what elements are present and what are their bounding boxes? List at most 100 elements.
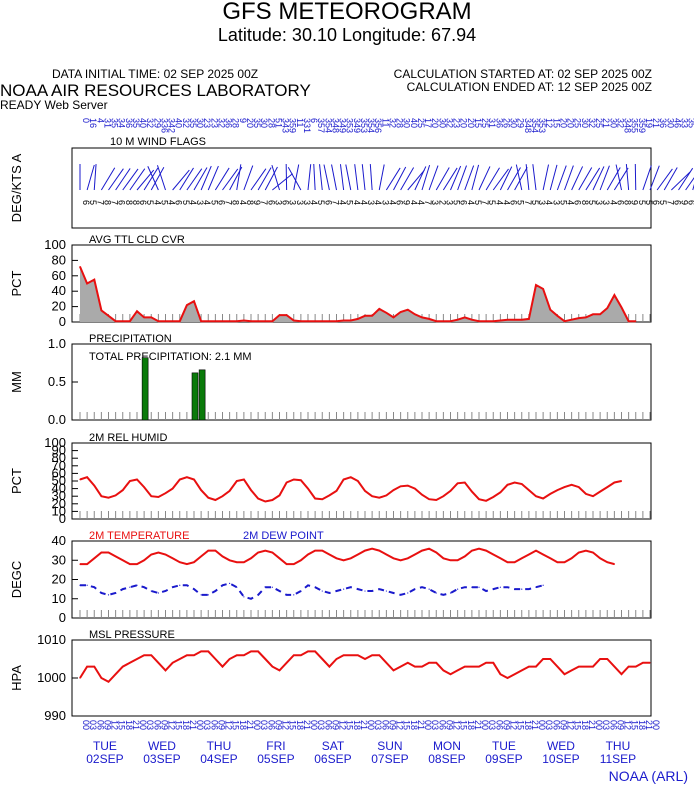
wind-speed-label: 5 [658, 200, 668, 205]
rh-line-point [236, 480, 238, 482]
temperature-line-point [599, 557, 601, 559]
cloud-line-point [250, 320, 252, 322]
rh-line-point [343, 478, 345, 481]
x-hour-label: 00 [651, 720, 661, 730]
dewpoint-line-point [421, 586, 423, 588]
dewpoint-line-point [271, 586, 273, 588]
rh-ytick-label: 60 [52, 465, 66, 480]
wind-barb [556, 165, 567, 191]
temperature-line-point [264, 550, 266, 552]
dewpoint-line-point [521, 588, 523, 590]
pressure-line-point [556, 666, 558, 668]
x-hour-label: 03 [373, 720, 383, 730]
wind-direction-label: 32 [587, 118, 597, 128]
pressure-line-point [271, 666, 273, 668]
wind-speed-label: 7 [330, 200, 340, 205]
rh-line-point [271, 499, 273, 501]
dewpoint-line-point [435, 592, 437, 594]
rh-line-point [250, 489, 252, 491]
temperature-line-point [485, 550, 487, 552]
dewpoint-line-point [214, 590, 216, 592]
wind-speed-label: 4 [202, 200, 212, 205]
temperature-line-point [136, 563, 138, 565]
cloud-line-point [435, 320, 437, 322]
wind-barb [578, 167, 593, 191]
rh-line-point [578, 486, 580, 488]
wind-direction-label: 15 [473, 118, 483, 128]
wind-direction-label: 348 [330, 118, 340, 133]
pressure-line-point [115, 673, 117, 675]
dewpoint-line-point [286, 594, 288, 596]
dewpoint-line-point [164, 590, 167, 592]
pressure-line-point [514, 673, 516, 675]
pressure-line-point [207, 650, 209, 653]
x-hour-label: 09 [273, 720, 283, 730]
temperature-line-point [371, 548, 373, 550]
wind-speed-label: 3 [288, 200, 298, 205]
wind-barb [100, 167, 116, 191]
pressure-line-point [613, 666, 615, 668]
x-hour-label: 21 [530, 720, 540, 730]
wind-speed-label: 5 [145, 200, 155, 205]
wind-barb [307, 164, 312, 191]
rh-line-point [435, 499, 437, 501]
x-hour-label: 03 [316, 720, 326, 730]
x-day-of-week: THU [207, 739, 232, 753]
cloud-line-point [221, 320, 224, 322]
temperature-line-point [385, 553, 387, 556]
cloud-line-point [271, 320, 273, 322]
rh-line-point [335, 490, 338, 492]
dewpoint-line-point [335, 590, 338, 592]
wind-barb [507, 167, 521, 191]
wind-speed-label: 5 [209, 200, 219, 205]
wind-direction-label: 23 [452, 118, 462, 128]
wind-direction-label: 20 [245, 118, 255, 128]
x-day-of-week: WED [148, 739, 176, 753]
wind-barb [243, 165, 254, 191]
x-hour-label: 03 [487, 720, 497, 730]
wind-direction-label: 23 [202, 118, 212, 128]
wind-direction-label: 29 [152, 118, 162, 128]
x-hour-label: 21 [359, 720, 369, 730]
rh-line-point [514, 481, 516, 484]
wind-barb [250, 168, 267, 191]
x-hour-label: 00 [195, 720, 205, 730]
pressure-line-point [343, 654, 345, 656]
dewpoint-line-point [300, 590, 302, 592]
rh-line-point [350, 476, 352, 478]
pressure-line-point [157, 662, 159, 664]
x-hour-label: 06 [608, 720, 618, 730]
wind-barb [435, 167, 450, 191]
dewpoint-line-point [79, 584, 81, 586]
wind-speed-label: 6 [615, 200, 625, 205]
cloud-line-point [549, 309, 551, 311]
temperature-line-point [563, 561, 566, 563]
x-hour-label: 00 [594, 720, 604, 730]
wind-barb [156, 165, 166, 191]
wind-panel-title: 10 M WIND FLAGS [110, 136, 206, 148]
org-name: NOAA AIR RESOURCES LABORATORY [0, 81, 311, 100]
x-hour-label: 18 [124, 720, 134, 730]
temperature-line-point [129, 563, 131, 565]
x-hour-label: 15 [516, 720, 526, 730]
rh-line-point [571, 484, 573, 486]
wind-barb [678, 167, 694, 191]
calc-started: CALCULATION STARTED AT: 02 SEP 2025 00Z [393, 67, 652, 81]
temperature-line-point [278, 557, 281, 559]
x-hour-label: 18 [352, 720, 362, 730]
dewpoint-line-point [514, 588, 516, 590]
wind-direction-label: 353 [359, 118, 369, 133]
wind-direction-label: 33 [680, 118, 690, 128]
wind-barb [457, 165, 467, 191]
wind-speed-label: 3 [601, 200, 611, 205]
pressure-line-point [364, 658, 366, 660]
x-hour-label: 18 [181, 720, 191, 730]
pressure-line-point [571, 669, 573, 672]
dewpoint-line-point [414, 588, 416, 590]
pressure-line-point [335, 658, 338, 660]
wind-speed-label: 8 [623, 200, 633, 205]
x-hour-label: 06 [266, 720, 276, 730]
x-hour-label: 03 [430, 720, 440, 730]
x-hour-label: 03 [88, 720, 98, 730]
